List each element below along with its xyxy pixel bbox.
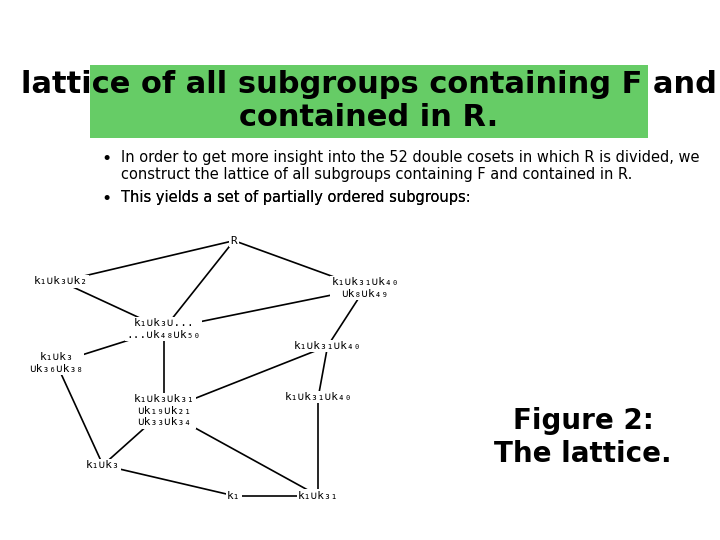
- Text: R: R: [230, 235, 238, 246]
- Text: k₁∪k₃∪k₃₁
∪k₁₉∪k₂₁
∪k₃₃∪k₃₄: k₁∪k₃∪k₃₁ ∪k₁₉∪k₂₁ ∪k₃₃∪k₃₄: [133, 394, 194, 427]
- Text: k₁∪k₃₁∪k₄₀: k₁∪k₃₁∪k₄₀: [294, 341, 361, 351]
- Text: k₁: k₁: [228, 491, 240, 501]
- Text: k₁∪k₃₁: k₁∪k₃₁: [298, 491, 338, 501]
- FancyBboxPatch shape: [90, 65, 648, 138]
- Text: •: •: [101, 190, 112, 207]
- Text: Figure 2:
The lattice.: Figure 2: The lattice.: [495, 407, 672, 468]
- Text: lattice of all subgroups containing F and
contained in R.: lattice of all subgroups containing F an…: [21, 70, 717, 132]
- Text: k₁∪k₃: k₁∪k₃: [86, 460, 120, 470]
- Text: In order to get more insight into the 52 double cosets in which R is divided, we: In order to get more insight into the 52…: [121, 150, 699, 183]
- Text: k₁∪k₃₁∪k₄₀: k₁∪k₃₁∪k₄₀: [284, 392, 352, 402]
- Text: This yields a set of partially ordered subgroups: Figure 2.: This yields a set of partially ordered s…: [121, 190, 539, 205]
- Text: k₁∪k₃₁∪k₄₀
∪k₈∪k₄₉: k₁∪k₃₁∪k₄₀ ∪k₈∪k₄₉: [331, 278, 399, 299]
- Text: k₁∪k₃∪k₂: k₁∪k₃∪k₂: [34, 276, 88, 286]
- Text: This yields a set of partially ordered subgroups:: This yields a set of partially ordered s…: [121, 190, 475, 205]
- Text: This yields a set of partially ordered subgroups:: This yields a set of partially ordered s…: [121, 190, 475, 205]
- Text: k₁∪k₃
∪k₃₆∪k₃₈: k₁∪k₃ ∪k₃₆∪k₃₈: [29, 352, 84, 374]
- Text: •: •: [101, 150, 112, 168]
- Text: k₁∪k₃∪...
...∪k₄₈∪k₅₀: k₁∪k₃∪... ...∪k₄₈∪k₅₀: [127, 318, 201, 340]
